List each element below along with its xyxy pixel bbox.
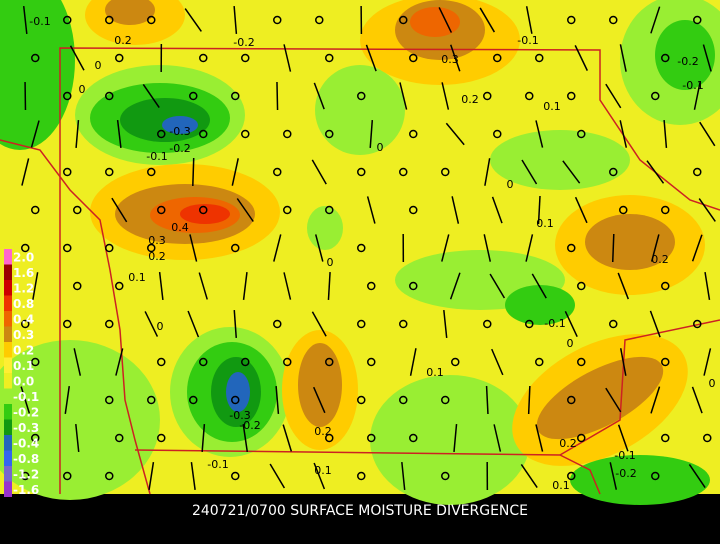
legend-label: 0.2 [13, 343, 34, 357]
wind-barb [193, 158, 194, 186]
contour-label: -0.1 [146, 150, 167, 163]
contour-label: -0.1 [614, 449, 635, 462]
wind-barb [277, 82, 278, 110]
legend-swatch [4, 311, 12, 327]
legend-label: -0.4 [13, 436, 39, 450]
legend-label: 0.4 [13, 312, 34, 326]
contour-label: -0.2 [615, 467, 636, 480]
contour-label: -0.3 [169, 125, 190, 138]
legend-swatch [4, 451, 12, 467]
legend-label: -1.6 [13, 483, 39, 497]
contour-label: 0 [327, 256, 334, 269]
contour-label: -0.2 [233, 36, 254, 49]
contour-label: 0.1 [543, 100, 561, 113]
legend-label: 0.0 [13, 374, 34, 388]
contour-label: 0.1 [552, 479, 570, 492]
legend-swatch [4, 420, 12, 436]
legend-label: 1.6 [13, 266, 34, 280]
legend-swatch [4, 482, 12, 498]
contour-label: 0 [709, 377, 716, 390]
legend-swatch [4, 389, 12, 405]
legend-swatch [4, 373, 12, 389]
contour-label: 0.2 [148, 250, 166, 263]
contour-label: 0.2 [314, 425, 332, 438]
legend-label: 0.1 [13, 359, 34, 373]
legend-label: 0.8 [13, 297, 34, 311]
contour-label: 0.4 [171, 221, 189, 234]
contour-label: 0 [567, 337, 574, 350]
legend-label: -0.3 [13, 421, 39, 435]
contour-label: 0 [157, 320, 164, 333]
legend-swatch [4, 435, 12, 451]
contour-label: 0.3 [441, 53, 459, 66]
legend-swatch [4, 466, 12, 482]
contour-label: 0.2 [114, 34, 132, 47]
contour-label: -0.2 [169, 142, 190, 155]
legend-swatch [4, 249, 12, 265]
contour-label: 0 [79, 83, 86, 96]
map-title: 240721/0700 SURFACE MOISTURE DIVERGENCE [192, 503, 528, 519]
contour-label: 0 [507, 178, 514, 191]
contour-label: 0 [95, 59, 102, 72]
contour-label: 0.1 [536, 217, 554, 230]
legend-swatch [4, 327, 12, 343]
legend-swatch [4, 296, 12, 312]
legend-label: 1.2 [13, 281, 34, 295]
legend-swatch [4, 280, 12, 296]
contour-label: 0.2 [461, 93, 479, 106]
legend-swatch [4, 404, 12, 420]
contour-label: 0.2 [651, 253, 669, 266]
legend-label: -0.1 [13, 390, 39, 404]
contour-label: 0 [377, 141, 384, 154]
contour-label: -0.1 [682, 79, 703, 92]
legend-swatch [4, 342, 12, 358]
contour-label: 0.2 [559, 437, 577, 450]
legend-swatch [4, 358, 12, 374]
contour-label: 0.1 [128, 271, 146, 284]
contour-label: 0.1 [314, 464, 332, 477]
contour-label: -0.1 [517, 34, 538, 47]
wind-barb [613, 234, 614, 262]
contour-label: -0.2 [677, 55, 698, 68]
legend-label: -0.8 [13, 452, 39, 466]
legend-label: 0.3 [13, 328, 34, 342]
contour-label: 0.1 [426, 366, 444, 379]
contour-label: -0.1 [207, 458, 228, 471]
legend-swatch [4, 265, 12, 281]
legend-label: 2.0 [13, 250, 34, 264]
legend-label: -1.2 [13, 467, 39, 481]
contour-label: -0.1 [29, 15, 50, 28]
contour-label: 0.3 [148, 234, 166, 247]
legend-label: -0.2 [13, 405, 39, 419]
contour-label: -0.1 [544, 317, 565, 330]
contour-label: -0.2 [239, 419, 260, 432]
